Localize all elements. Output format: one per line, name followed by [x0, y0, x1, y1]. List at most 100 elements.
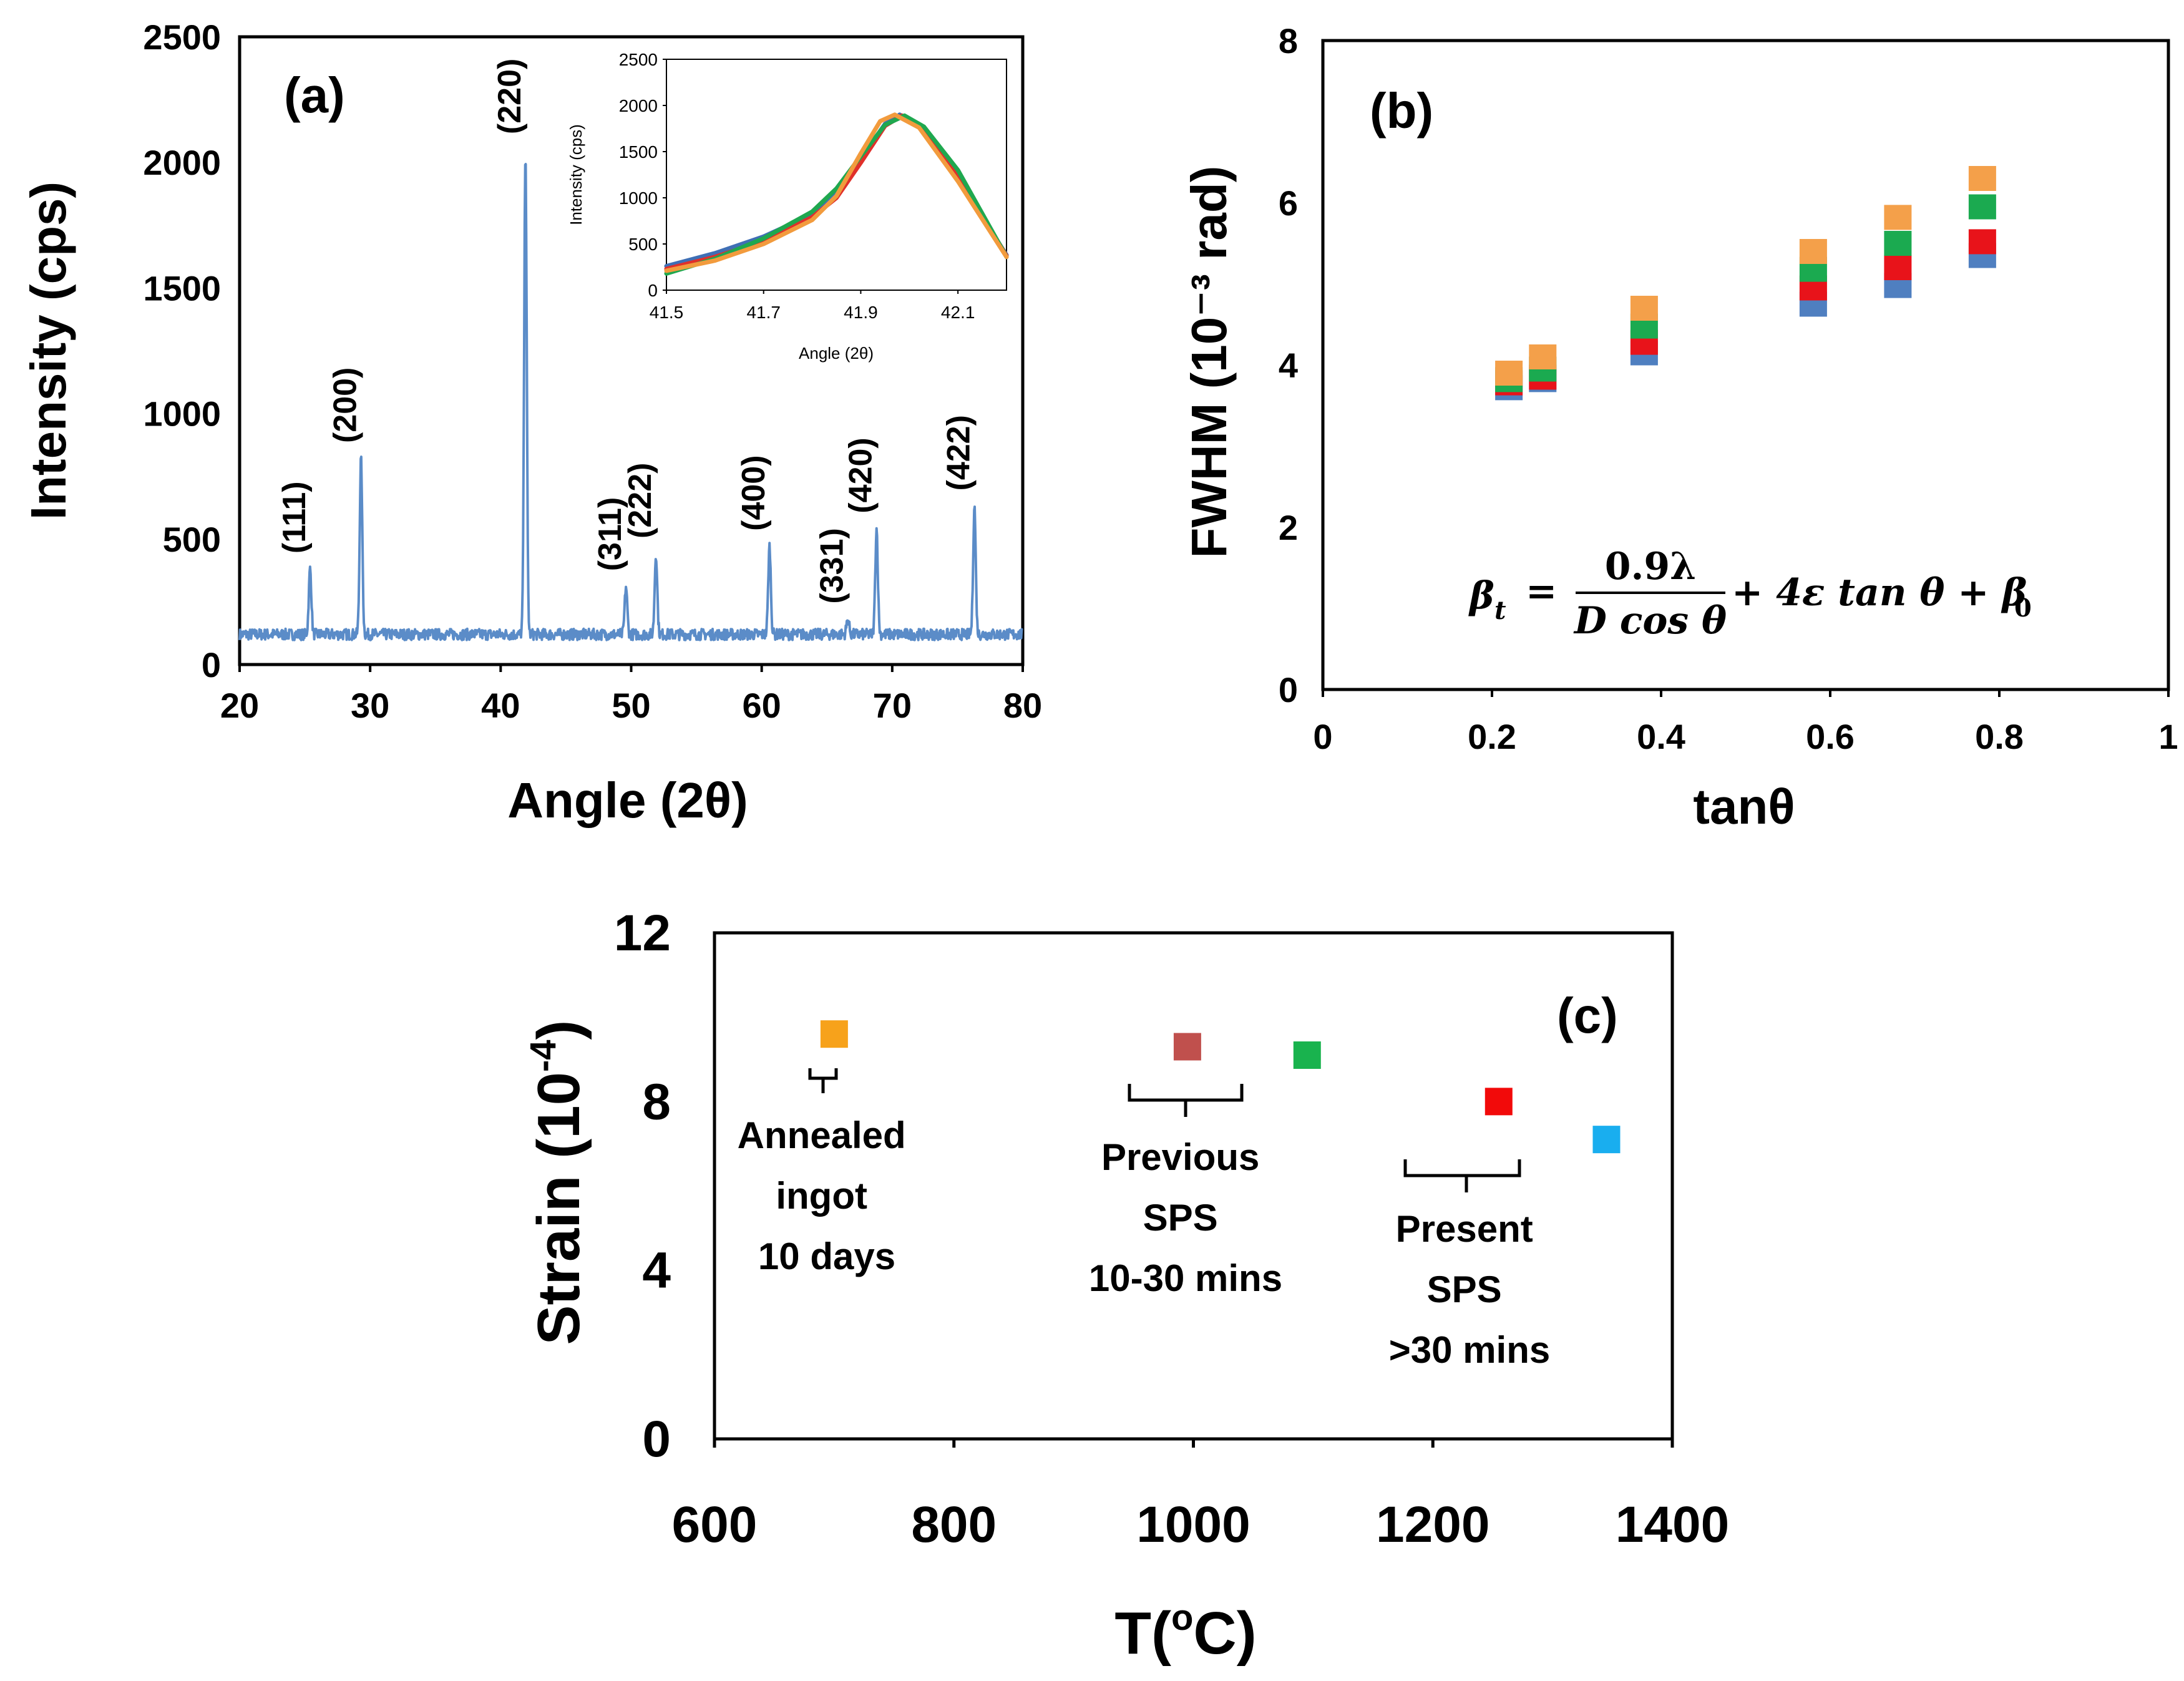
- panel-b-x-ticks: 0 0.2 0.4 0.6 0.8 1: [1313, 689, 2178, 756]
- x-tick-label: 70: [873, 686, 912, 725]
- x-tick-label: 1200: [1376, 1496, 1489, 1553]
- peak-label: (200): [328, 368, 364, 443]
- y-tick-label: 4: [1279, 346, 1298, 385]
- inset-x-axis-label: Angle (2θ): [799, 344, 874, 363]
- panel-a-y-ticks: 0 500 1000 1500 2000 2500: [143, 17, 221, 685]
- panel-a-inset-chart: 0 500 1000 1500 2000 2500 41.5 41.7 41.9 42.1 An…: [567, 50, 1009, 363]
- panel-a-x-axis-label: Angle (2θ): [507, 772, 748, 828]
- x-tick-label: 0.8: [1975, 717, 2024, 756]
- data-point-green: [1884, 231, 1912, 256]
- x-tick-label: 42.1: [941, 303, 975, 322]
- y-tick-label: 2500: [143, 17, 221, 57]
- x-tick-label: 1: [2158, 717, 2178, 756]
- inset-series: [664, 112, 1009, 276]
- equation-lhs: β: [1468, 574, 1494, 618]
- x-tick-label: 40: [481, 686, 520, 725]
- group-label-present: Present SPS >30 mins: [1389, 1208, 1551, 1371]
- peak-label: (220): [492, 59, 528, 134]
- equation-equals: =: [1526, 570, 1557, 613]
- x-tick-label: 0.2: [1468, 717, 1516, 756]
- inset-x-ticks: 41.5 41.7 41.9 42.1: [650, 290, 975, 322]
- data-point-green: [1968, 194, 1996, 220]
- data-point-red: [1968, 229, 1996, 255]
- x-tick-label: 0.6: [1806, 717, 1855, 756]
- group-bracket-annealed: [808, 1068, 838, 1093]
- peak-label: (400): [736, 455, 772, 530]
- y-tick-label: 1000: [619, 188, 658, 208]
- inset-y-axis-label: Intensity (cps): [567, 124, 585, 225]
- x-tick-label: 60: [743, 686, 781, 725]
- x-tick-label: 1000: [1136, 1496, 1250, 1553]
- y-tick-label: 500: [163, 520, 221, 559]
- panel-c-x-axis-label: T(oC): [1114, 1597, 1256, 1667]
- panel-b-x-axis-label: tanθ: [1693, 779, 1795, 834]
- y-tick-label: 12: [614, 905, 671, 962]
- x-tick-label: 30: [351, 686, 389, 725]
- y-tick-label: 1000: [143, 394, 221, 434]
- data-point-red: [1884, 255, 1912, 280]
- y-tick-label: 0: [648, 281, 658, 300]
- panel-b-label: (b): [1370, 83, 1433, 139]
- panel-c-x-ticks: 600 800 1000 1200 1400: [672, 1439, 1729, 1553]
- panel-c-chart: 0 4 8 12 600 800 1000 1200 1400 (c) T(oC) Strai…: [523, 905, 1729, 1667]
- x-tick-label: 0.4: [1637, 717, 1685, 756]
- panel-c-label: (c): [1557, 988, 1618, 1043]
- x-tick-label: 0: [1313, 717, 1332, 756]
- panel-b-chart: 0 2 4 6 8 0 0.2 0.4 0.6 0.8 1 (b) tanθ FWHM (10⁻³…: [1181, 21, 2178, 834]
- y-tick-label: 2500: [619, 50, 658, 69]
- data-point-orange: [1968, 166, 1996, 191]
- peak-label: (420): [843, 437, 879, 513]
- y-tick-label: 8: [1279, 21, 1298, 61]
- equation-end-subscript: 0: [2014, 593, 2032, 623]
- data-point-orange: [1630, 296, 1658, 321]
- panel-b-y-axis-label: FWHM (10⁻³ rad): [1181, 166, 1237, 558]
- equation-lhs-subscript: t: [1494, 596, 1506, 625]
- y-tick-label: 6: [1279, 183, 1298, 223]
- y-tick-label: 500: [628, 235, 658, 254]
- peak-label: (222): [622, 463, 658, 538]
- y-tick-label: 2: [1279, 508, 1298, 547]
- group-bracket-previous: [1128, 1084, 1244, 1117]
- panel-a-x-ticks: 20 30 40 50 60 70 80: [220, 665, 1042, 725]
- panel-c-y-axis-label: Strain (10-4): [523, 1020, 592, 1345]
- panel-a-peak-labels: (111) (200) (220) (311)(222) (400) (331) (420)…: [276, 59, 977, 604]
- group-label-previous: Previous SPS 10-30 mins: [1089, 1136, 1282, 1299]
- y-tick-label: 1500: [143, 268, 221, 308]
- panel-a-y-axis-label: Intensity (cps): [21, 182, 76, 520]
- y-tick-label: 0: [202, 645, 221, 685]
- peak-label: (311): [592, 497, 628, 572]
- x-tick-label: 20: [220, 686, 259, 725]
- peak-label: (422): [941, 415, 977, 490]
- data-point-orange: [1799, 239, 1827, 264]
- data-point-1: [1173, 1033, 1201, 1061]
- equation-denominator: D cos θ: [1573, 599, 1727, 643]
- inset-y-ticks: 0 500 1000 1500 2000 2500: [619, 50, 666, 300]
- data-point-4: [1592, 1126, 1621, 1154]
- panel-c-y-ticks: 0 4 8 12: [614, 905, 671, 1468]
- y-tick-label: 2000: [143, 143, 221, 182]
- panel-a-chart: 0 500 1000 1500 2000 2500 20 30 40 50 60 70 80 (111…: [21, 17, 1042, 828]
- panel-b-points: [1495, 166, 1996, 401]
- x-tick-label: 80: [1003, 686, 1042, 725]
- y-tick-label: 0: [1279, 670, 1298, 709]
- panel-b-equation: β t = 0.9λ D cos θ + 4ε tan θ + β 0: [1468, 545, 2032, 643]
- y-tick-label: 2000: [619, 96, 658, 115]
- panel-a-xrd-trace: [238, 163, 1023, 641]
- panel-b-y-ticks: 0 2 4 6 8: [1279, 21, 1298, 709]
- equation-middle: + 4ε tan θ + β: [1732, 571, 2027, 615]
- equation-numerator: 0.9λ: [1605, 545, 1696, 588]
- x-tick-label: 800: [911, 1496, 997, 1553]
- panel-a-label: (a): [284, 67, 345, 123]
- panel-c-plot-frame: [713, 931, 1674, 1441]
- group-bracket-present: [1403, 1159, 1521, 1192]
- x-tick-label: 600: [672, 1496, 758, 1553]
- panel-c-points: [820, 1020, 1621, 1154]
- panel-b-plot-frame: [1321, 39, 2170, 691]
- peak-label: (331): [814, 528, 851, 603]
- data-point-orange: [1495, 361, 1523, 386]
- y-tick-label: 0: [642, 1411, 671, 1468]
- y-tick-label: 4: [642, 1242, 671, 1299]
- inset-series-line-orange: [664, 112, 1009, 273]
- data-point-2: [1293, 1041, 1321, 1069]
